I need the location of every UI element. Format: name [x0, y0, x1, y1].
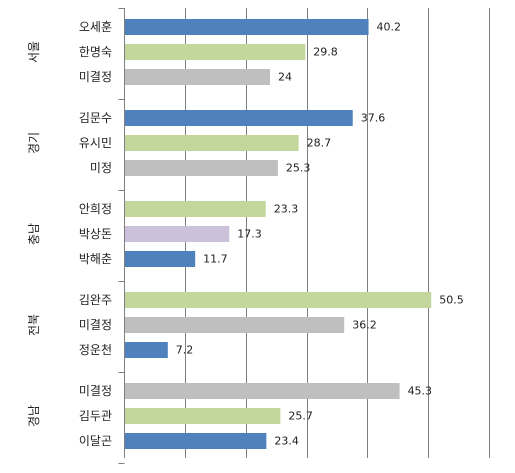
region-label: 서울 — [27, 41, 41, 63]
bar — [125, 383, 400, 399]
region-label: 경기 — [27, 132, 41, 154]
data-label: 23.4 — [274, 435, 299, 448]
data-label: 36.2 — [352, 319, 377, 332]
data-label: 24 — [278, 71, 292, 84]
bar — [125, 110, 353, 126]
bars — [125, 19, 432, 449]
category-label: 김두관 — [79, 409, 112, 423]
data-label: 25.3 — [286, 162, 311, 175]
bar — [125, 226, 230, 242]
data-label: 37.6 — [361, 112, 386, 125]
category-label: 안희정 — [79, 202, 112, 216]
category-label: 오세훈 — [79, 20, 112, 34]
category-label: 정운천 — [79, 342, 112, 357]
bar — [125, 44, 306, 60]
data-label: 23.3 — [274, 203, 299, 216]
category-label: 유시민 — [79, 136, 112, 150]
category-label: 박해춘 — [79, 252, 112, 266]
bar — [125, 69, 270, 85]
data-label: 7.2 — [176, 344, 194, 357]
bar — [125, 135, 299, 151]
region-label: 전북 — [27, 314, 41, 336]
bar — [125, 342, 168, 358]
bar — [125, 251, 196, 267]
category-label: 미정 — [90, 161, 112, 175]
labels: 서울 오세훈 40.2 한명숙 29.8 미결정 24 경기 김문수 37.6 유시민 28.7 미정 2… — [27, 20, 464, 448]
data-label: 40.2 — [377, 21, 402, 34]
category-label: 미결정 — [79, 384, 112, 398]
bar — [125, 201, 266, 217]
data-label: 25.7 — [288, 410, 313, 423]
category-label: 박상돈 — [79, 227, 112, 241]
category-label: 미결정 — [79, 318, 112, 332]
category-label: 김문수 — [79, 111, 112, 125]
data-label: 29.8 — [313, 46, 338, 59]
bar — [125, 19, 369, 35]
bar — [125, 160, 278, 176]
bar — [125, 408, 281, 424]
bar — [125, 292, 432, 308]
region-label: 경남 — [27, 405, 41, 427]
region-label: 충남 — [27, 223, 41, 245]
bar — [125, 433, 267, 449]
data-label: 50.5 — [439, 294, 464, 307]
category-label: 한명숙 — [79, 45, 112, 59]
data-label: 28.7 — [307, 137, 332, 150]
bar — [125, 317, 345, 333]
category-axis — [118, 8, 125, 464]
data-label: 45.3 — [408, 385, 433, 398]
category-label: 미결정 — [79, 70, 112, 84]
category-label: 김완주 — [79, 293, 112, 307]
data-label: 11.7 — [203, 253, 228, 266]
data-label: 17.3 — [237, 228, 262, 241]
category-label: 이달곤 — [79, 434, 112, 448]
